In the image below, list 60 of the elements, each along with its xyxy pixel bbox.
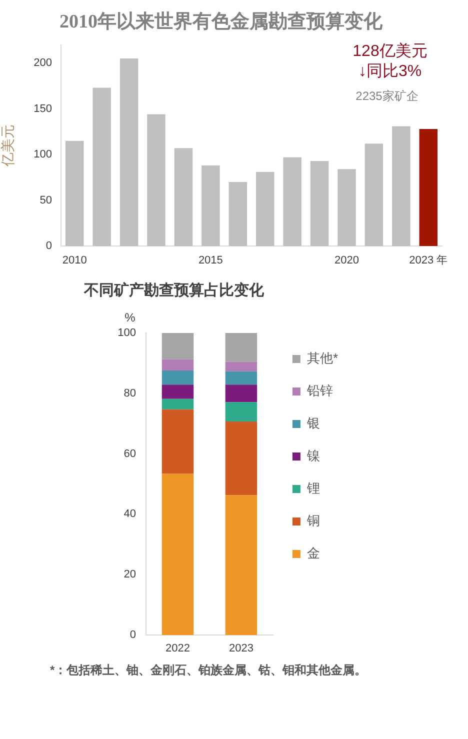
- legend-label: 其他*: [306, 350, 338, 366]
- annotation: 2235家矿企: [356, 89, 418, 104]
- bar: [338, 169, 356, 246]
- bar: [392, 126, 410, 246]
- y-tick-label: 100: [118, 327, 136, 340]
- legend-label: 铜: [306, 513, 320, 528]
- bar: [174, 148, 193, 246]
- bar: [162, 474, 194, 635]
- y-tick-label: 60: [124, 448, 136, 460]
- y-tick-label: 0: [130, 629, 136, 642]
- bar: [225, 384, 258, 402]
- y-tick-label: 80: [124, 387, 136, 400]
- y-axis-title: 亿美元: [0, 124, 16, 168]
- bar: [225, 371, 258, 385]
- bar: [225, 421, 258, 496]
- legend-label: 锂: [306, 480, 320, 496]
- bar: [364, 144, 384, 246]
- bar: [202, 166, 220, 246]
- text: *：包括稀土、铀、金刚石、铂族金属、钴、钼和其他金属。: [50, 662, 367, 679]
- x-tick-label: 2010: [62, 254, 87, 267]
- bar: [256, 172, 274, 246]
- bar: [419, 128, 438, 246]
- chart-title: 不同矿产勘查预算占比变化: [83, 280, 265, 299]
- bar: [120, 58, 138, 246]
- bar: [225, 333, 258, 362]
- bar: [162, 370, 194, 385]
- bar: [228, 182, 248, 246]
- x-tick-label: 2023 年: [409, 254, 448, 267]
- y-tick-label: 100: [34, 148, 52, 161]
- legend-label: 银: [306, 416, 320, 431]
- bar: [283, 157, 302, 246]
- annotation: 128亿美元: [352, 42, 428, 60]
- bar: [225, 362, 258, 372]
- bar: [92, 88, 111, 246]
- bar: [162, 398, 194, 410]
- x-tick-label: 2020: [334, 254, 359, 267]
- x-tick-label: 2023: [228, 642, 254, 655]
- legend-label: 金: [306, 546, 320, 561]
- x-tick-label: 2015: [198, 254, 223, 267]
- y-axis-title: %: [124, 310, 136, 324]
- y-tick-label: 200: [34, 57, 52, 70]
- chart-title: 2010年以来世界有色金属勘查预算变化: [60, 10, 384, 32]
- x-tick-label: 2022: [165, 642, 190, 655]
- bar: [147, 114, 166, 246]
- y-tick-label: 50: [40, 194, 52, 206]
- legend-label: 铅锌: [306, 383, 333, 398]
- y-tick-label: 0: [46, 240, 52, 252]
- annotation: ↓同比3%: [358, 62, 422, 80]
- bar: [225, 402, 258, 422]
- bar: [65, 140, 84, 246]
- bar: [162, 384, 194, 399]
- y-tick-label: 150: [34, 102, 52, 115]
- bar: [310, 160, 329, 246]
- y-tick-label: 40: [124, 508, 136, 520]
- bar: [162, 409, 194, 474]
- legend-label: 镍: [306, 448, 320, 464]
- bar: [162, 333, 194, 360]
- bar: [225, 495, 258, 635]
- bar: [162, 359, 194, 370]
- y-tick-label: 20: [124, 568, 136, 581]
